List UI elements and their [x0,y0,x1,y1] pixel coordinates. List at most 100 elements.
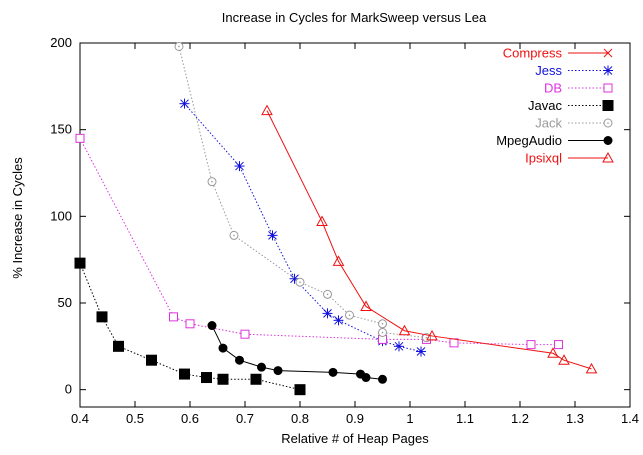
data-point-jess [234,161,245,172]
y-tick-label: 150 [50,122,72,137]
data-point-javac [113,340,124,352]
data-point-db [554,340,563,350]
data-point-jess [322,308,333,319]
data-point-jack [229,230,239,240]
data-point-javac [201,372,212,384]
data-point-jack [378,319,387,329]
data-point-db [449,338,459,348]
series-line-mpegaudio [211,325,383,380]
data-point-mpegaudio [378,374,387,384]
data-point-mpegaudio [361,373,371,383]
legend-label-jack: Jack [535,116,562,131]
data-point-ipsixql [558,354,570,365]
legend-item-jess: Jess [535,63,613,78]
data-point-jack [295,277,305,287]
legend: Compress Jess DB Javac Jack MpegAudio Ipsixql [496,46,614,166]
legend-label-ipsixql: Ipsixql [525,151,562,166]
data-point-javac [146,354,157,366]
y-axis-label: % Increase in Cycles [10,157,25,279]
data-point-db [185,319,195,329]
legend-label-compress: Compress [503,46,563,61]
data-point-jess [394,341,404,352]
legend-item-db: DB [544,81,613,96]
series-line-jess [184,103,422,353]
x-tick-label: 0.9 [346,411,364,426]
legend-item-mpegaudio: MpegAudio [496,133,613,148]
data-point-jack [323,289,332,299]
data-point-ipsixql [360,300,372,311]
data-point-javac [294,384,306,396]
data-point-jess [179,98,190,109]
legend-marker-compress [603,48,613,58]
legend-label-javac: Javac [528,98,562,113]
legend-label-jess: Jess [535,63,562,78]
y-tick-label: 50 [58,295,72,310]
legend-marker-jack [603,118,613,128]
legend-label-db: DB [544,81,562,96]
legend-marker-jess [603,65,613,76]
data-point-javac [179,368,190,380]
y-tick-label: 0 [65,382,72,397]
legend-item-jack: Jack [535,116,613,131]
legend-item-compress: Compress [503,46,613,61]
data-point-jess [267,230,278,241]
data-point-javac [96,311,108,323]
series-mpegaudio [207,321,387,384]
data-point-ipsixql [316,215,328,227]
x-tick-label: 1.3 [566,411,584,426]
series-group [74,41,598,396]
data-point-ipsixql [261,104,273,116]
data-point-mpegaudio [235,355,244,365]
series-jess [179,98,426,357]
x-tick-label: 0.6 [181,411,199,426]
data-point-db [526,340,536,350]
y-tick-label: 100 [50,208,72,223]
data-point-jack [174,41,184,51]
legend-item-javac: Javac [528,98,614,113]
series-line-jack [178,46,427,339]
legend-item-ipsixql: Ipsixql [525,151,614,166]
data-point-ipsixql [426,329,438,341]
data-point-ipsixql [585,362,598,374]
data-point-mpegaudio [218,343,228,353]
x-tick-label: 0.5 [126,411,144,426]
legend-marker-mpegaudio [603,136,613,145]
data-point-javac [250,373,262,385]
data-point-jack [378,327,387,337]
axis-ticks: 0.4 0.5 0.6 0.7 0.8 0.9 1 1.1 1.2 1.3 1.4 0 50 100 150… [50,35,639,426]
data-point-javac [217,373,229,385]
legend-marker-ipsixql [602,151,614,163]
x-tick-label: 0.8 [291,411,309,426]
series-line-db [79,138,559,346]
legend-marker-db [603,83,613,93]
data-point-mpegaudio [257,362,266,372]
legend-marker-javac [602,100,614,111]
x-tick-label: 0.4 [71,411,89,426]
data-point-jess [416,346,426,357]
x-tick-label: 1.1 [456,411,474,426]
data-point-mpegaudio [328,367,338,377]
y-tick-label: 200 [50,35,72,50]
series-line-ipsixql [266,110,592,370]
data-point-db [75,133,85,143]
data-point-jess [333,315,344,326]
data-point-ipsixql [332,255,345,266]
data-point-jack [207,177,217,187]
legend-label-mpegaudio: MpegAudio [496,133,562,148]
x-tick-label: 0.7 [236,411,254,426]
x-tick-label: 1 [406,411,413,426]
chart-title: Increase in Cycles for MarkSweep versus … [222,10,487,25]
x-tick-label: 1.4 [621,411,639,426]
data-point-ipsixql [398,324,411,336]
series-db [75,133,563,350]
series-jack [174,41,431,343]
series-line-javac [79,262,301,391]
data-point-mpegaudio [273,366,283,376]
data-point-db [240,329,250,339]
x-tick-label: 1.2 [511,411,529,426]
data-point-jack [345,310,354,320]
data-point-ipsixql [547,347,559,358]
data-point-javac [74,257,86,269]
data-point-mpegaudio [207,321,217,331]
